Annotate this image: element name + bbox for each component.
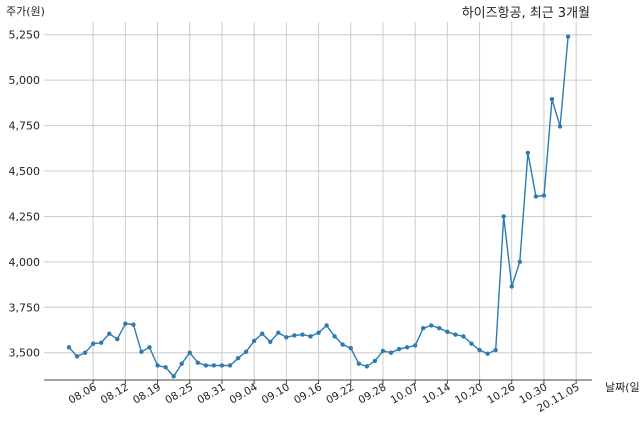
price-point [557, 124, 563, 129]
price-point [284, 335, 289, 340]
y-tick-label: 4,250 [9, 210, 41, 223]
price-point [332, 334, 337, 339]
price-point [493, 347, 498, 353]
x-tick-label: 08.06 [67, 381, 99, 407]
price-point [187, 350, 192, 355]
x-tick-label: 08.31 [195, 381, 227, 406]
y-tick-label: 4,500 [9, 165, 41, 178]
price-point [380, 348, 386, 354]
price-point [461, 334, 466, 339]
x-tick-label: 09.04 [228, 381, 260, 407]
y-tick-label: 5,000 [9, 74, 41, 87]
price-point [276, 330, 281, 335]
price-point [195, 360, 200, 365]
price-point [90, 341, 96, 346]
price-point [412, 343, 418, 348]
price-point [179, 361, 184, 366]
price-point [66, 345, 72, 350]
price-point [533, 194, 539, 199]
price-point [453, 332, 458, 337]
price-point [155, 363, 160, 368]
price-point [211, 363, 217, 368]
price-point [82, 350, 88, 355]
price-point [203, 363, 209, 368]
y-tick-label: 3,500 [9, 347, 41, 360]
y-tick-label: 3,750 [9, 301, 41, 314]
grid-layer [44, 22, 592, 380]
price-point [235, 355, 241, 361]
price-point [147, 345, 152, 350]
y-tick-label: 5,250 [9, 29, 41, 42]
price-point [565, 34, 571, 39]
x-tick-label: 08.12 [99, 381, 131, 406]
x-tick-label: 09.16 [292, 381, 324, 407]
price-point [268, 339, 273, 345]
x-tick-label: 09.28 [356, 381, 388, 406]
price-point [163, 365, 168, 370]
price-point [501, 214, 506, 219]
price-point [517, 259, 522, 265]
x-tick-label: 10.07 [389, 381, 421, 406]
price-point [445, 329, 450, 335]
price-point [123, 321, 128, 326]
price-point [227, 363, 233, 368]
price-point [243, 349, 249, 355]
price-point [292, 333, 297, 338]
x-tick-label: 09.10 [260, 381, 292, 406]
price-point [429, 323, 434, 328]
price-point [131, 322, 136, 327]
x-tick-label: 10.26 [485, 381, 517, 407]
x-tick-label: 08.19 [131, 381, 163, 406]
price-point [388, 350, 394, 355]
price-point [549, 97, 555, 102]
price-point [324, 323, 329, 328]
price-point [364, 364, 370, 369]
price-point [316, 330, 321, 335]
x-tick-label: 10.20 [453, 381, 485, 406]
chart-title: 하이즈항공, 최근 3개월 [462, 6, 590, 21]
price-point [348, 345, 353, 351]
price-point [356, 361, 361, 366]
price-point [525, 150, 531, 156]
price-point [99, 340, 104, 345]
price-point [107, 331, 112, 336]
x-tick-label: 10.14 [421, 381, 453, 407]
price-point [308, 334, 313, 339]
y-tick-label: 4,750 [9, 120, 41, 133]
price-point [469, 341, 474, 346]
price-point [171, 374, 176, 379]
price-point [219, 363, 225, 368]
price-point [541, 193, 547, 198]
price-point [115, 336, 120, 342]
y-axis-label: 주가(원) [6, 5, 45, 18]
price-point [340, 342, 345, 347]
x-axis-label: 날짜(일) [605, 380, 640, 394]
price-point [251, 338, 257, 344]
price-point [260, 331, 265, 336]
price-point [421, 326, 426, 331]
y-tick-label: 4,000 [9, 256, 41, 269]
price-point [437, 326, 442, 331]
price-point [139, 349, 144, 355]
price-point [477, 347, 482, 353]
x-tick-label: 09.22 [324, 381, 356, 406]
price-point [396, 346, 402, 352]
price-point [300, 332, 305, 337]
series-layer [66, 34, 571, 379]
price-point [372, 358, 378, 364]
price-point [485, 351, 490, 356]
x-tick-label: 08.25 [163, 381, 195, 406]
price-point [404, 345, 410, 350]
price-point [74, 354, 80, 359]
price-point [509, 284, 514, 289]
